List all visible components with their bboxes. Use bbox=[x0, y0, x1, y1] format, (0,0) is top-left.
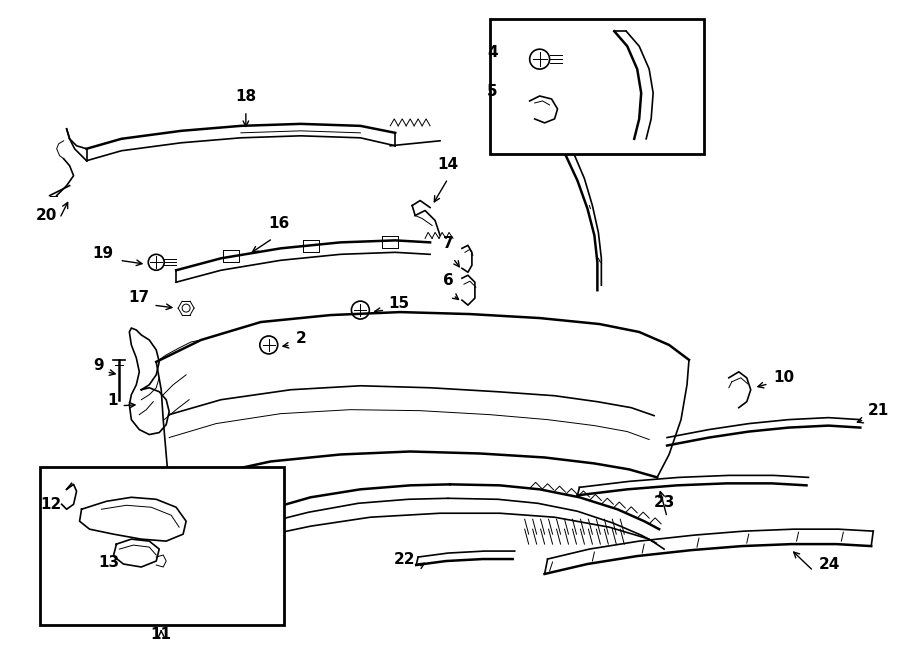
Text: 21: 21 bbox=[868, 402, 889, 418]
Text: 11: 11 bbox=[150, 627, 172, 641]
Text: 17: 17 bbox=[128, 290, 149, 305]
Text: 15: 15 bbox=[388, 296, 410, 311]
FancyBboxPatch shape bbox=[40, 467, 284, 625]
Text: 16: 16 bbox=[268, 216, 289, 232]
Text: 22: 22 bbox=[393, 552, 415, 567]
Text: 3: 3 bbox=[525, 47, 535, 62]
Text: 1: 1 bbox=[107, 393, 117, 408]
Text: 6: 6 bbox=[443, 273, 454, 288]
Text: 7: 7 bbox=[443, 236, 454, 252]
Text: 12: 12 bbox=[40, 497, 61, 512]
Text: 19: 19 bbox=[93, 246, 113, 261]
Text: 18: 18 bbox=[235, 89, 256, 104]
Text: 20: 20 bbox=[35, 209, 57, 224]
Text: 8: 8 bbox=[262, 489, 273, 504]
FancyBboxPatch shape bbox=[490, 19, 704, 154]
Text: 9: 9 bbox=[93, 358, 104, 373]
Text: 2: 2 bbox=[296, 331, 306, 346]
Text: 14: 14 bbox=[437, 157, 459, 171]
Text: 4: 4 bbox=[487, 45, 498, 60]
Text: 23: 23 bbox=[653, 495, 675, 510]
Text: 10: 10 bbox=[774, 370, 795, 385]
Text: 24: 24 bbox=[818, 557, 840, 572]
Text: 13: 13 bbox=[98, 555, 120, 570]
Text: 5: 5 bbox=[487, 84, 498, 99]
